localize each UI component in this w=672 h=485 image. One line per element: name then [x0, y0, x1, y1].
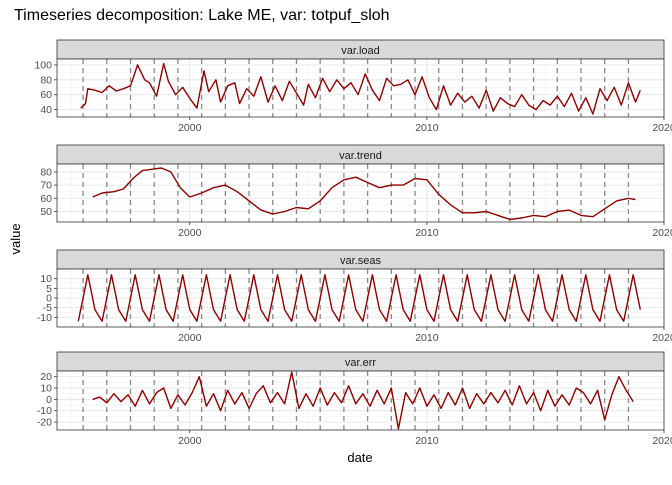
y-tick-label: 10 [40, 383, 52, 395]
y-tick-label: 60 [40, 193, 52, 205]
y-tick-label: 0 [46, 394, 52, 406]
facet-strip-label: var.err [345, 357, 377, 369]
series-line [92, 371, 634, 430]
facet-strip-label: var.seas [340, 255, 381, 267]
y-tick-label: 60 [40, 89, 52, 101]
x-tick-label: 2000 [178, 227, 202, 239]
chart-title: Timeseries decomposition: Lake ME, var: … [14, 7, 390, 24]
series-line [92, 167, 636, 221]
y-tick-label: 80 [40, 166, 52, 178]
y-tick-label: -10 [37, 312, 52, 324]
y-tick-label: 40 [40, 104, 52, 116]
series-line [80, 62, 641, 115]
y-tick-label: 20 [40, 371, 52, 383]
x-tick-label: 2010 [415, 435, 439, 447]
y-tick-label: 5 [46, 283, 52, 295]
y-tick-label: 10 [40, 273, 52, 285]
facet-strip-label: var.load [341, 45, 380, 57]
y-tick-label: 0 [46, 293, 52, 305]
y-tick-label: -10 [37, 405, 52, 417]
plot-background [57, 371, 664, 430]
panel-border [56, 163, 665, 223]
facet-strip-label: var.trend [339, 150, 382, 162]
series-line [77, 274, 641, 322]
y-tick-label: -20 [37, 417, 52, 429]
x-tick-label: 2010 [415, 332, 439, 344]
panel-border [56, 58, 665, 118]
panel-border [56, 370, 665, 431]
x-tick-label: 2000 [178, 435, 202, 447]
y-tick-label: 100 [34, 59, 52, 71]
y-tick-label: 50 [40, 206, 52, 218]
x-tick-label: 2000 [178, 332, 202, 344]
plot-background [57, 164, 664, 222]
y-axis-label: value [8, 223, 23, 254]
x-tick-label: 2010 [415, 227, 439, 239]
y-tick-label: -5 [43, 302, 52, 314]
panels-group: var.load406080100200020102020var.trend50… [34, 39, 672, 447]
y-tick-label: 70 [40, 180, 52, 192]
y-tick-label: 80 [40, 74, 52, 86]
x-tick-label: 2000 [178, 122, 202, 134]
x-tick-label: 2010 [415, 122, 439, 134]
x-axis-label: date [347, 450, 372, 465]
